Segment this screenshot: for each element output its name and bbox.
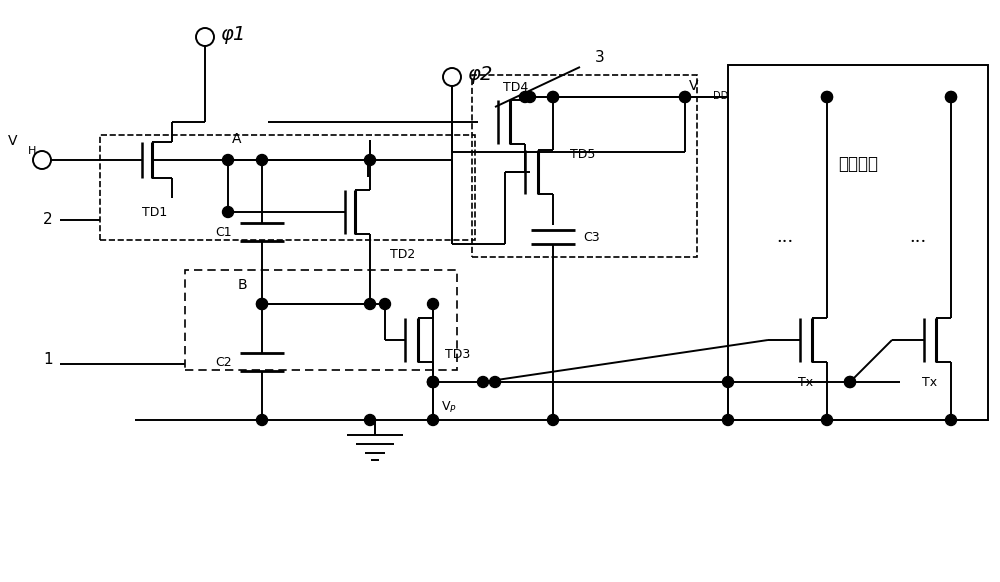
Circle shape <box>548 91 558 102</box>
Bar <box>185 270 457 370</box>
Circle shape <box>428 299 438 310</box>
Text: Tx: Tx <box>922 375 938 389</box>
Text: TD4: TD4 <box>503 80 528 94</box>
Text: 2: 2 <box>43 212 53 228</box>
Circle shape <box>680 91 690 102</box>
Circle shape <box>364 299 376 310</box>
Circle shape <box>256 299 268 310</box>
Circle shape <box>428 377 438 388</box>
Circle shape <box>946 91 956 102</box>
Circle shape <box>478 377 488 388</box>
Bar <box>100 135 475 240</box>
Circle shape <box>520 91 530 102</box>
Circle shape <box>428 377 438 388</box>
Circle shape <box>822 91 832 102</box>
Text: ···: ··· <box>909 233 927 251</box>
Text: $\varphi$2: $\varphi$2 <box>467 64 493 86</box>
Text: TD1: TD1 <box>142 205 168 218</box>
Text: DD: DD <box>713 91 728 101</box>
Text: TD5: TD5 <box>570 147 595 161</box>
Text: C2: C2 <box>216 356 232 368</box>
Text: 1: 1 <box>43 353 53 367</box>
Circle shape <box>822 91 832 102</box>
Circle shape <box>490 377 501 388</box>
Circle shape <box>364 414 376 425</box>
Text: TD2: TD2 <box>390 247 415 261</box>
Circle shape <box>428 414 438 425</box>
Text: 设备电路: 设备电路 <box>838 155 878 173</box>
Circle shape <box>722 377 734 388</box>
Text: TD3: TD3 <box>445 349 470 361</box>
Text: 3: 3 <box>595 49 605 65</box>
Circle shape <box>844 377 856 388</box>
Circle shape <box>443 68 461 86</box>
Circle shape <box>822 414 832 425</box>
Circle shape <box>380 299 390 310</box>
Text: B: B <box>237 278 247 292</box>
Text: Tx: Tx <box>798 375 814 389</box>
Text: H: H <box>28 146 36 156</box>
Text: ···: ··· <box>776 233 794 251</box>
Circle shape <box>364 154 376 165</box>
Circle shape <box>946 414 956 425</box>
Text: $\varphi$1: $\varphi$1 <box>220 24 244 46</box>
Circle shape <box>33 151 51 169</box>
Circle shape <box>256 299 268 310</box>
Circle shape <box>680 91 690 102</box>
Text: V: V <box>689 79 698 93</box>
Circle shape <box>722 414 734 425</box>
Circle shape <box>946 91 956 102</box>
Circle shape <box>524 91 536 102</box>
Circle shape <box>196 28 214 46</box>
Bar <box>728 65 988 420</box>
Text: C1: C1 <box>216 225 232 239</box>
Circle shape <box>428 377 438 388</box>
Text: V: V <box>8 134 18 148</box>
Text: V$_P$: V$_P$ <box>441 400 457 415</box>
Circle shape <box>222 207 233 218</box>
Circle shape <box>844 377 856 388</box>
Circle shape <box>222 154 233 165</box>
Text: C3: C3 <box>583 230 600 243</box>
Circle shape <box>256 414 268 425</box>
Circle shape <box>548 91 558 102</box>
Bar <box>472 75 697 257</box>
Circle shape <box>548 414 558 425</box>
Circle shape <box>256 154 268 165</box>
Text: A: A <box>232 132 241 146</box>
